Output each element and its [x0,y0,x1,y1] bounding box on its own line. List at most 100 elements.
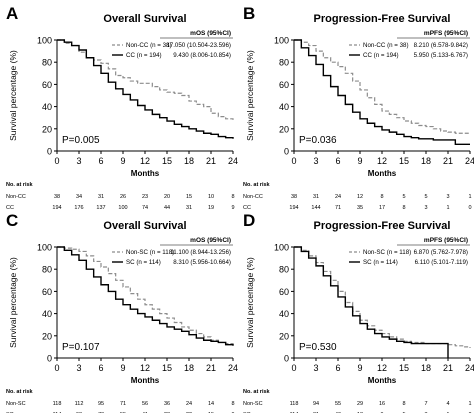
panel-d: D Progression-Free Survival 0 20 40 60 80 100 0 3… [243,211,474,418]
legend-value: 8.210 (6.578-9.842) [414,42,468,49]
legend-header: mOS (95%CI) [190,237,231,244]
y-tick-label: 80 [279,58,289,68]
x-tick-label: 18 [184,156,194,166]
y-tick-label: 0 [284,354,289,364]
legend-value: 6.870 (5.762-7.978) [414,249,468,256]
series-line-group [57,39,234,139]
p-value: P=0.107 [62,342,100,353]
risk-value: 29 [357,401,363,407]
series-line-reference [57,39,234,120]
y-tick-label: 0 [47,147,52,157]
risk-value: 194 [52,205,61,211]
risk-value: 4 [446,401,449,407]
risk-value: 38 [291,194,297,200]
p-value: P=0.530 [299,342,337,353]
x-tick-label: 0 [54,363,59,373]
y-tick-label: 80 [279,265,289,275]
chart-title: Progression-Free Survival [314,220,451,232]
p-value: P=0.036 [299,135,337,146]
x-tick-label: 12 [140,156,150,166]
risk-value: 71 [120,401,126,407]
risk-value: 31 [98,194,104,200]
risk-value: 0 [468,205,471,211]
y-axis-label: Survival percentage (%) [8,257,18,348]
series-line-group [294,246,449,358]
risk-row-label: Non-SC [6,401,26,407]
x-tick-label: 12 [140,363,150,373]
risk-value: 10 [208,194,214,200]
panel-letter: B [243,4,255,23]
x-tick-label: 0 [291,156,296,166]
legend-label: Non-CC (n = 38) [363,42,409,49]
y-tick-label: 20 [42,331,52,341]
risk-value: 38 [54,194,60,200]
x-tick-label: 18 [421,156,431,166]
y-tick-label: 20 [279,331,289,341]
risk-value: 35 [357,205,363,211]
risk-value: 3 [424,205,427,211]
x-axis-label: Months [368,169,397,178]
y-tick-label: 100 [274,243,289,253]
legend-label: Non-SC (n = 118) [126,249,174,256]
risk-value: 8 [402,401,405,407]
risk-value: 118 [290,401,299,407]
x-tick-label: 3 [313,363,318,373]
x-tick-label: 9 [357,363,362,373]
y-tick-label: 20 [42,124,52,134]
risk-header: No. at risk [243,389,271,395]
y-tick-label: 60 [42,287,52,297]
risk-value: 8 [380,194,383,200]
risk-value: 8 [402,205,405,211]
x-tick-label: 0 [291,363,296,373]
y-axis-label: Survival percentage (%) [8,50,18,141]
risk-value: 12 [357,194,363,200]
risk-value: 1 [468,194,471,200]
x-tick-label: 3 [76,156,81,166]
x-tick-label: 21 [206,156,216,166]
risk-value: 20 [164,194,170,200]
risk-value: 8 [231,194,234,200]
risk-value: 3 [446,194,449,200]
risk-value: 31 [313,194,319,200]
risk-value: 55 [335,401,341,407]
risk-value: 14 [208,401,214,407]
y-tick-label: 80 [42,265,52,275]
risk-value: 5 [402,194,405,200]
legend-value: 17.050 (10.504-23.596) [166,42,231,49]
x-tick-label: 24 [465,363,474,373]
risk-value: 17 [379,205,385,211]
y-tick-label: 40 [279,102,289,112]
legend-label: Non-CC (n = 38) [126,42,172,49]
panel-letter: C [6,211,18,230]
x-axis-label: Months [131,169,160,178]
x-tick-label: 21 [206,363,216,373]
risk-value: 36 [164,401,170,407]
risk-header: No. at risk [243,182,271,188]
risk-value: 112 [75,401,84,407]
risk-value: 15 [186,194,192,200]
risk-header: No. at risk [6,182,34,188]
risk-value: 1 [468,401,471,407]
risk-row-label: Non-CC [6,194,26,200]
risk-value: 1 [446,205,449,211]
chart-title: Overall Survival [103,13,186,25]
y-tick-label: 40 [279,309,289,319]
x-tick-label: 12 [377,156,387,166]
chart-title: Progression-Free Survival [314,13,451,25]
y-tick-label: 40 [42,102,52,112]
y-tick-label: 80 [42,58,52,68]
risk-row-label: CC [243,205,251,211]
x-tick-label: 0 [54,156,59,166]
legend-value: 8.310 (5.956-10.664) [173,259,231,266]
legend-label: SC (n = 114) [363,259,398,266]
panel-a: A Overall Survival 0 20 40 60 80 100 0 3 6 9 12 15 18 2… [6,4,238,211]
y-axis-label: Survival percentage (%) [245,257,255,348]
risk-value: 19 [208,205,214,211]
x-tick-label: 21 [443,156,453,166]
x-axis-label: Months [368,376,397,385]
x-tick-label: 18 [184,363,194,373]
series-line-group [294,39,470,146]
risk-value: 176 [74,205,83,211]
